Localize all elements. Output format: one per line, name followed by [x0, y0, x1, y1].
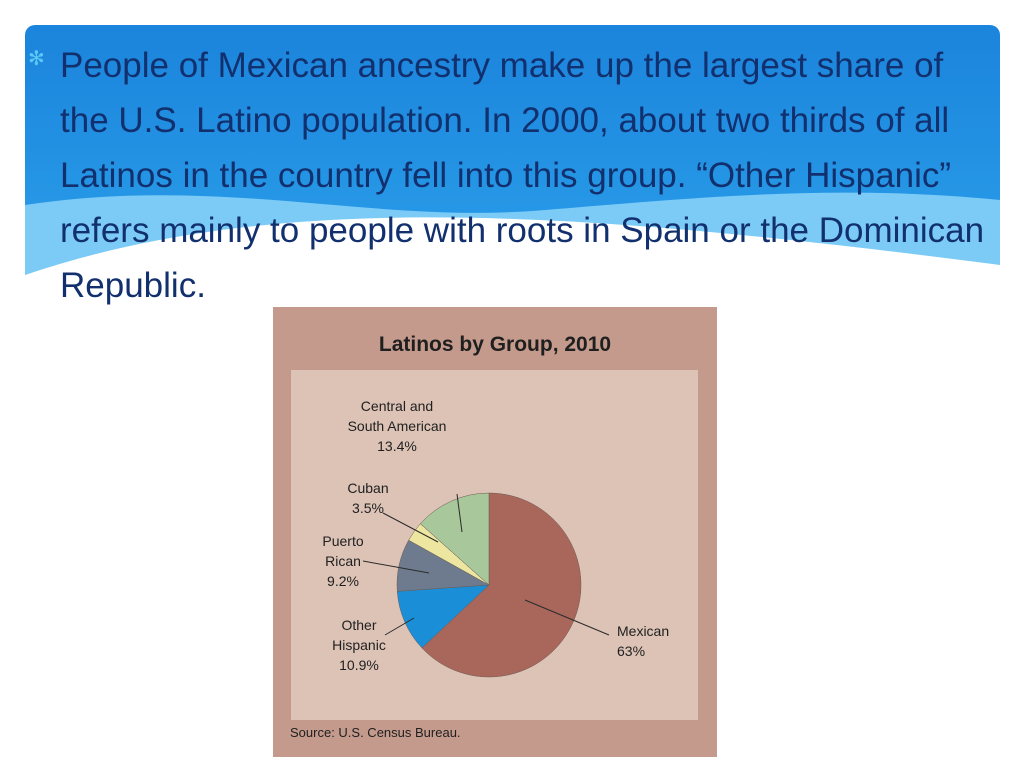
- leader-line: [382, 512, 439, 543]
- slice-label: Other Hispanic 10.9%: [332, 617, 386, 673]
- banner-white-wave: [25, 217, 1000, 275]
- leader-line: [524, 599, 610, 636]
- chart-panel: Mexican 63% Other Hispanic 10.9% Puerto Rican 9…: [291, 370, 698, 720]
- leader-line: [384, 617, 415, 636]
- slice-label: Mexican 63%: [617, 623, 669, 659]
- pie-slice-central-and-south-american: [420, 492, 490, 586]
- slice-label: Cuban 3.5%: [347, 480, 388, 516]
- leader-line: [456, 493, 463, 533]
- chart-title: Latinos by Group, 2010: [378, 333, 612, 356]
- pie-chart-card: Latinos by Group, 2010 Mexican 63% Other Hi…: [273, 307, 717, 757]
- pie-chart: Mexican 63% Other Hispanic 10.9% Puerto Rican 9…: [322, 398, 669, 678]
- slice-label: Central and South American 13.4%: [348, 398, 447, 454]
- title-banner: [25, 25, 1000, 275]
- slice-label: Puerto Rican 9.2%: [322, 533, 363, 589]
- body-text: People of Mexican ancestry make up the l…: [60, 46, 985, 305]
- asterisk-bullet-icon: ✻: [28, 46, 45, 70]
- leader-line: [362, 560, 430, 574]
- pie-slice-mexican: [421, 492, 582, 678]
- source-note: Source: U.S. Census Bureau.: [290, 725, 461, 740]
